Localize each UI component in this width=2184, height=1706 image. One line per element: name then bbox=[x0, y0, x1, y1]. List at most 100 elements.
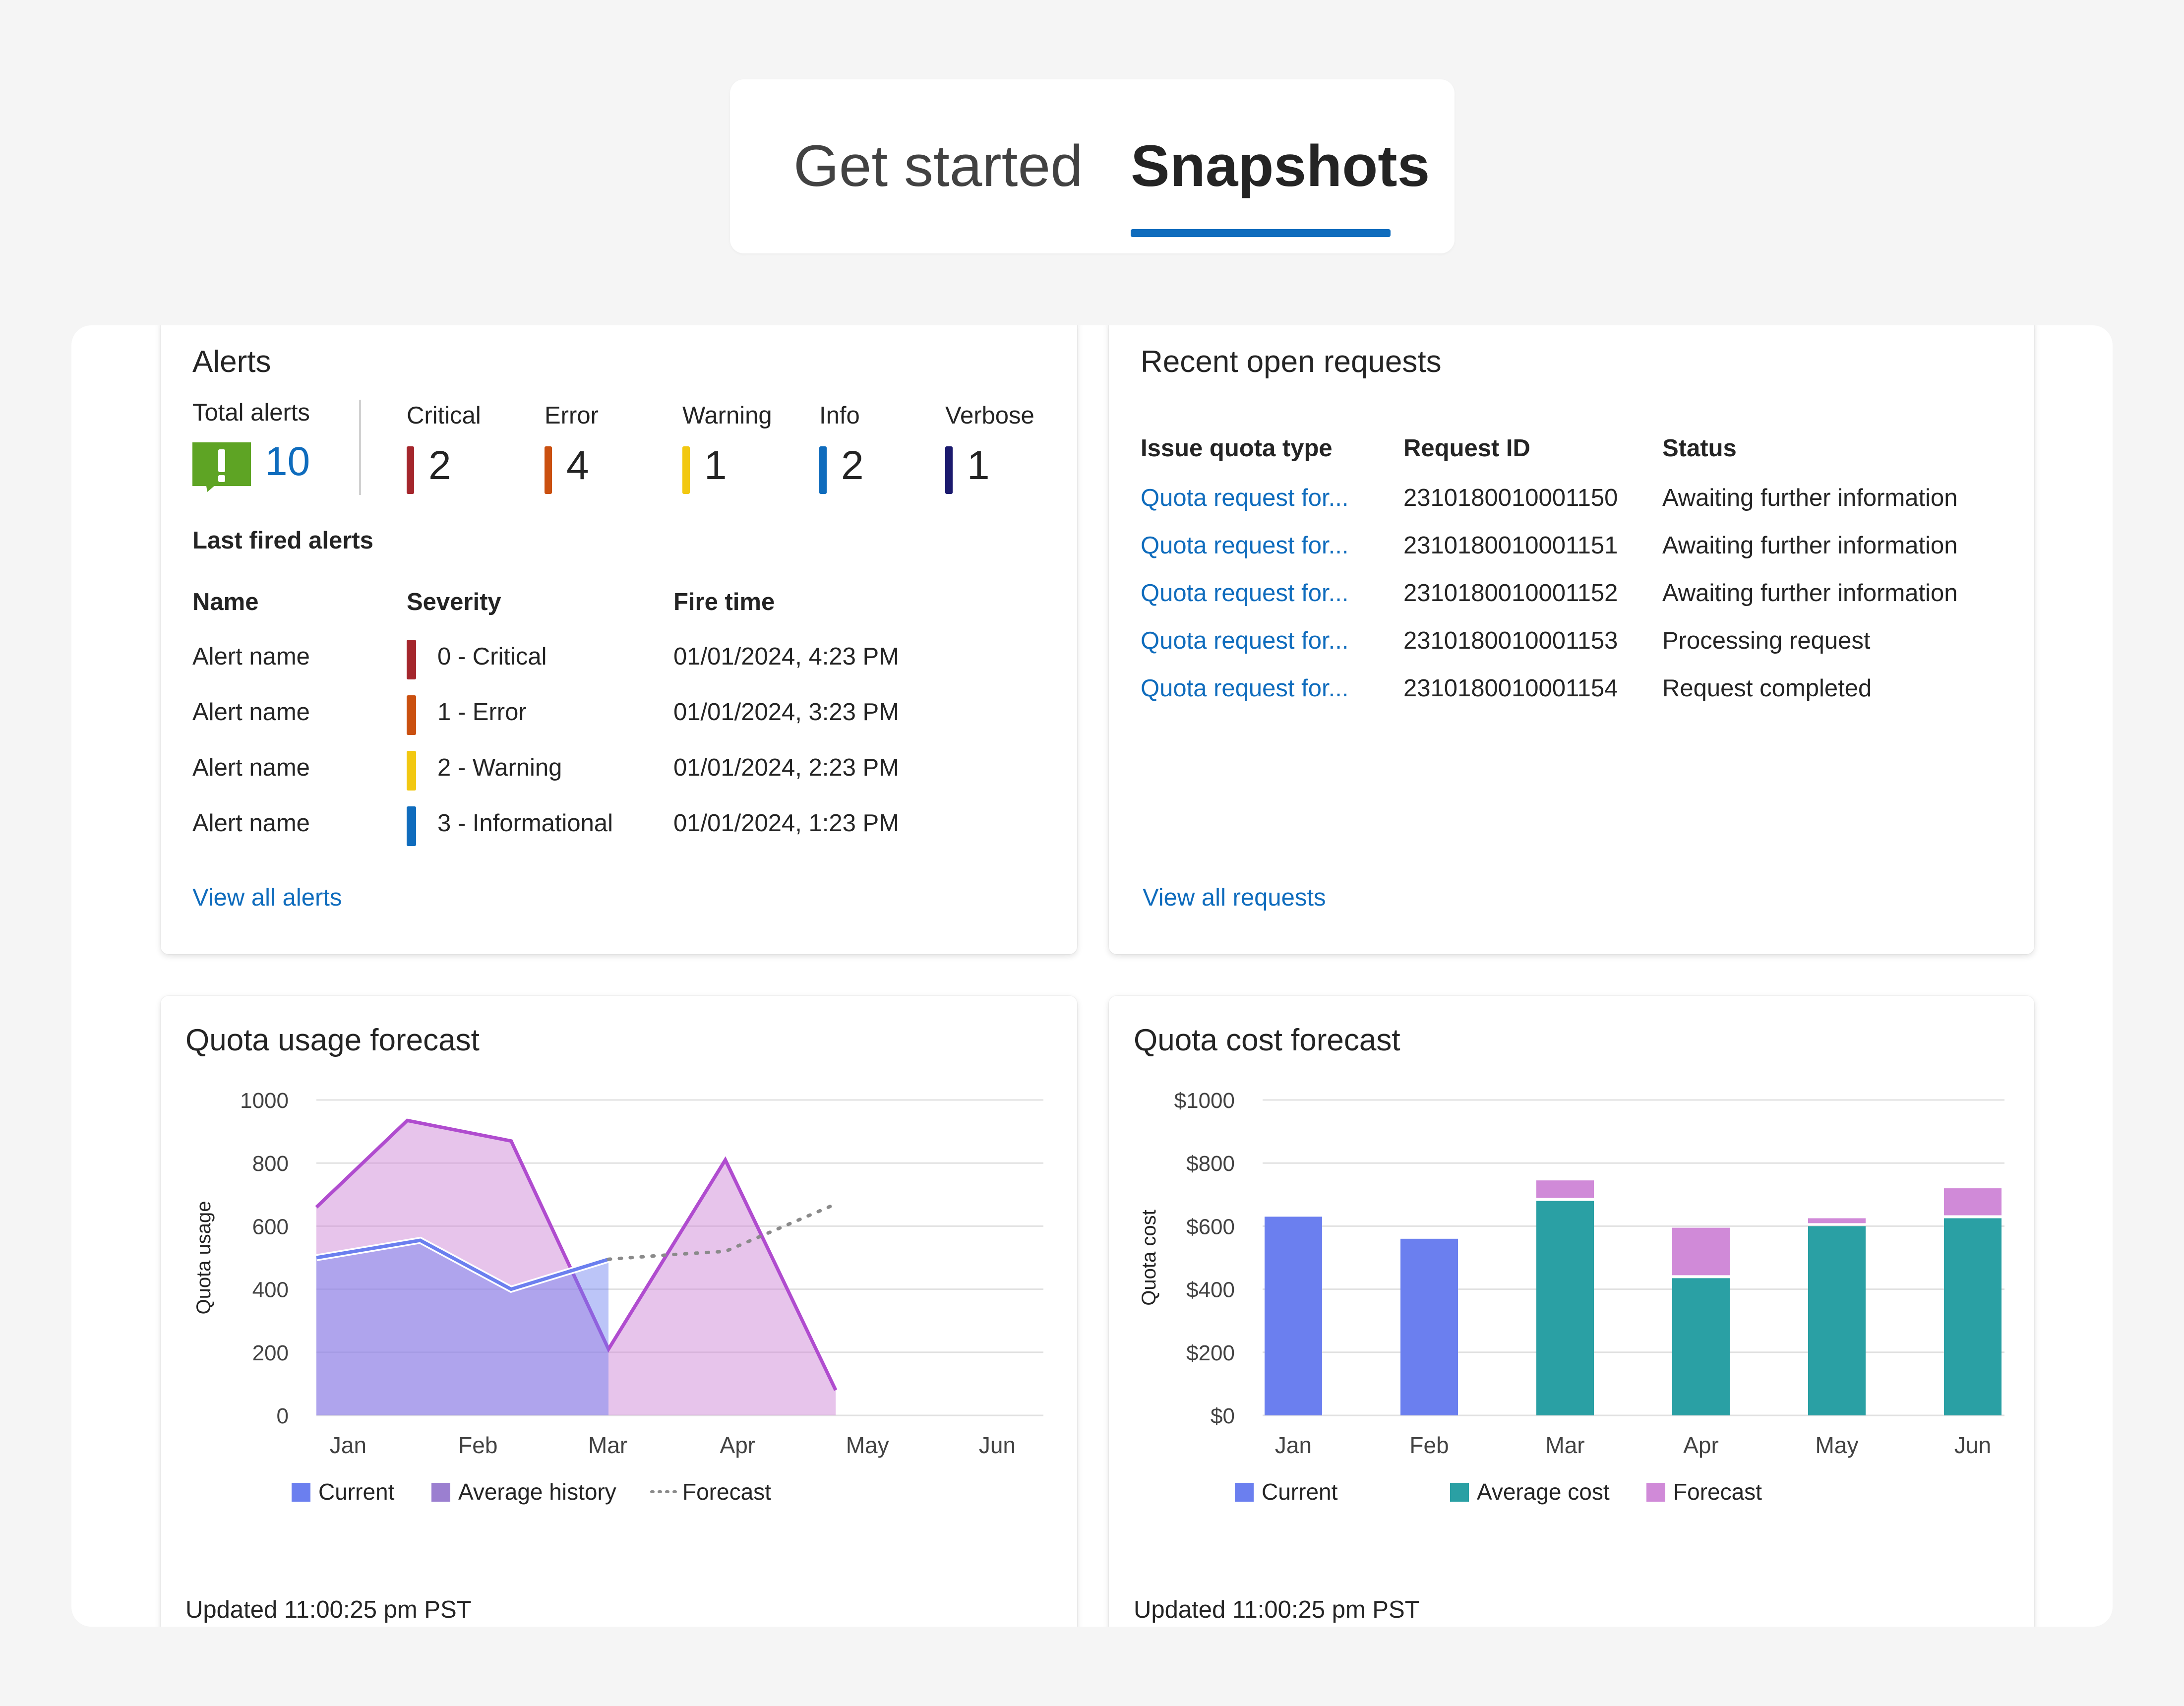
x-tick-label: Jan bbox=[330, 1432, 366, 1458]
request-type-link[interactable]: Quota request for... bbox=[1141, 627, 1349, 654]
recent-requests-card: Recent open requests Issue quota type Re… bbox=[1109, 325, 2034, 954]
legend-average-cost-swatch bbox=[1450, 1483, 1469, 1502]
request-status: Awaiting further information bbox=[1662, 580, 1958, 607]
bar-average-cost bbox=[1944, 1218, 2002, 1415]
x-tick-label: Jan bbox=[1275, 1432, 1312, 1458]
alert-fire-time: 01/01/2024, 4:23 PM bbox=[673, 643, 899, 670]
y-tick-label: $1000 bbox=[1174, 1089, 1235, 1113]
alert-name: Alert name bbox=[192, 699, 310, 726]
forecast-line bbox=[607, 1202, 838, 1261]
verbose-severity-bar bbox=[945, 446, 953, 494]
legend-forecast-label: Forecast bbox=[682, 1479, 771, 1505]
legend-current-label: Current bbox=[1262, 1479, 1338, 1505]
legend-average-history-label: Average history bbox=[458, 1479, 616, 1505]
view-all-requests-link[interactable]: View all requests bbox=[1143, 884, 1326, 911]
warning-severity-bar bbox=[407, 751, 416, 791]
request-type-link[interactable]: Quota request for... bbox=[1141, 580, 1349, 607]
alert-name: Alert name bbox=[192, 810, 310, 837]
warning-count: 1 bbox=[704, 443, 727, 488]
y-tick-label: 400 bbox=[252, 1278, 289, 1302]
request-status: Request completed bbox=[1662, 675, 1872, 702]
error-severity-bar bbox=[545, 446, 552, 494]
view-all-alerts-link[interactable]: View all alerts bbox=[192, 884, 342, 911]
legend-current-swatch bbox=[1235, 1483, 1254, 1502]
bar-average-cost bbox=[1672, 1278, 1730, 1415]
request-type-link[interactable]: Quota request for... bbox=[1141, 675, 1349, 702]
bar-forecast bbox=[1808, 1218, 1866, 1223]
y-tick-label: $600 bbox=[1186, 1215, 1235, 1239]
total-alerts-count: 10 bbox=[265, 439, 310, 484]
request-status: Awaiting further information bbox=[1662, 485, 1958, 511]
x-tick-label: Mar bbox=[588, 1432, 627, 1458]
quota-cost-forecast-title: Quota cost forecast bbox=[1134, 1023, 1400, 1057]
verbose-count-label: Verbose bbox=[945, 402, 1034, 429]
quota-usage-forecast-title: Quota usage forecast bbox=[185, 1023, 480, 1057]
x-tick-label: Apr bbox=[720, 1432, 756, 1458]
average-history-line bbox=[315, 1118, 838, 1391]
column-header-fire-time: Fire time bbox=[673, 589, 775, 615]
alert-exclamation-icon bbox=[192, 442, 251, 492]
bar-average-cost bbox=[1536, 1201, 1594, 1415]
y-tick-label: $800 bbox=[1186, 1152, 1235, 1176]
alert-fire-time: 01/01/2024, 2:23 PM bbox=[673, 754, 899, 781]
error-count: 4 bbox=[566, 443, 589, 488]
critical-severity-bar bbox=[407, 446, 414, 494]
y-tick-label: $200 bbox=[1186, 1341, 1235, 1365]
y-tick-label: 800 bbox=[252, 1152, 289, 1176]
last-fired-alerts-heading: Last fired alerts bbox=[192, 527, 373, 554]
alert-name: Alert name bbox=[192, 643, 310, 670]
alerts-card: Alerts Total alerts 10 Critical 2 Error … bbox=[161, 325, 1077, 954]
request-type-link[interactable]: Quota request for... bbox=[1141, 485, 1349, 511]
y-axis-label: Quota usage bbox=[193, 1201, 215, 1314]
quota-cost-updated-timestamp: Updated 11:00:25 pm PST bbox=[1134, 1596, 1420, 1623]
bar-forecast bbox=[1536, 1180, 1594, 1198]
info-severity-bar bbox=[407, 806, 416, 846]
legend-average-history-swatch bbox=[431, 1483, 450, 1502]
x-tick-label: Apr bbox=[1683, 1432, 1719, 1458]
request-id: 2310180010001152 bbox=[1403, 580, 1618, 607]
bar-average-cost bbox=[1808, 1226, 1866, 1415]
alert-fire-time: 01/01/2024, 1:23 PM bbox=[673, 810, 899, 837]
error-severity-bar bbox=[407, 695, 416, 735]
alert-name: Alert name bbox=[192, 754, 310, 781]
request-status: Processing request bbox=[1662, 627, 1871, 654]
warning-severity-bar bbox=[682, 446, 690, 494]
request-id: 2310180010001153 bbox=[1403, 627, 1618, 654]
y-tick-label: 200 bbox=[252, 1341, 289, 1365]
request-type-link[interactable]: Quota request for... bbox=[1141, 532, 1349, 559]
column-header-status: Status bbox=[1662, 435, 1737, 462]
alerts-title: Alerts bbox=[192, 345, 271, 379]
column-header-request-id: Request ID bbox=[1403, 435, 1530, 462]
x-tick-label: May bbox=[846, 1432, 889, 1458]
tab-bar: Get started Snapshots bbox=[730, 79, 1455, 253]
alert-severity: 0 - Critical bbox=[437, 643, 547, 670]
legend-current-swatch bbox=[292, 1483, 310, 1502]
legend-average-cost-label: Average cost bbox=[1477, 1479, 1610, 1505]
tab-get-started[interactable]: Get started bbox=[793, 133, 1083, 199]
request-id: 2310180010001151 bbox=[1403, 532, 1618, 559]
request-status: Awaiting further information bbox=[1662, 532, 1958, 559]
legend-forecast-label: Forecast bbox=[1673, 1479, 1762, 1505]
column-header-severity: Severity bbox=[407, 589, 501, 615]
x-tick-label: Jun bbox=[1954, 1432, 1991, 1458]
quota-usage-forecast-card: Quota usage forecast 0 200 400 600 800 1000 Qu… bbox=[161, 996, 1077, 1627]
column-header-name: Name bbox=[192, 589, 259, 615]
request-id: 2310180010001154 bbox=[1403, 675, 1618, 702]
x-tick-label: Jun bbox=[979, 1432, 1016, 1458]
bar-forecast bbox=[1672, 1227, 1730, 1276]
alerts-summary-divider bbox=[359, 400, 361, 495]
legend-forecast-swatch bbox=[1646, 1483, 1665, 1502]
request-id: 2310180010001150 bbox=[1403, 485, 1618, 511]
y-tick-label: 600 bbox=[252, 1215, 289, 1239]
y-tick-label: $400 bbox=[1186, 1278, 1235, 1302]
alert-severity: 1 - Error bbox=[437, 699, 527, 726]
recent-requests-title: Recent open requests bbox=[1141, 345, 1442, 379]
x-tick-label: Feb bbox=[458, 1432, 497, 1458]
y-tick-label: $0 bbox=[1211, 1404, 1235, 1428]
tab-snapshots[interactable]: Snapshots bbox=[1131, 133, 1430, 199]
selected-tab-indicator bbox=[1131, 229, 1391, 237]
y-tick-label: 1000 bbox=[240, 1089, 289, 1113]
alert-severity: 3 - Informational bbox=[437, 810, 613, 837]
bar-current bbox=[1265, 1217, 1322, 1415]
bar-current bbox=[1400, 1238, 1458, 1415]
